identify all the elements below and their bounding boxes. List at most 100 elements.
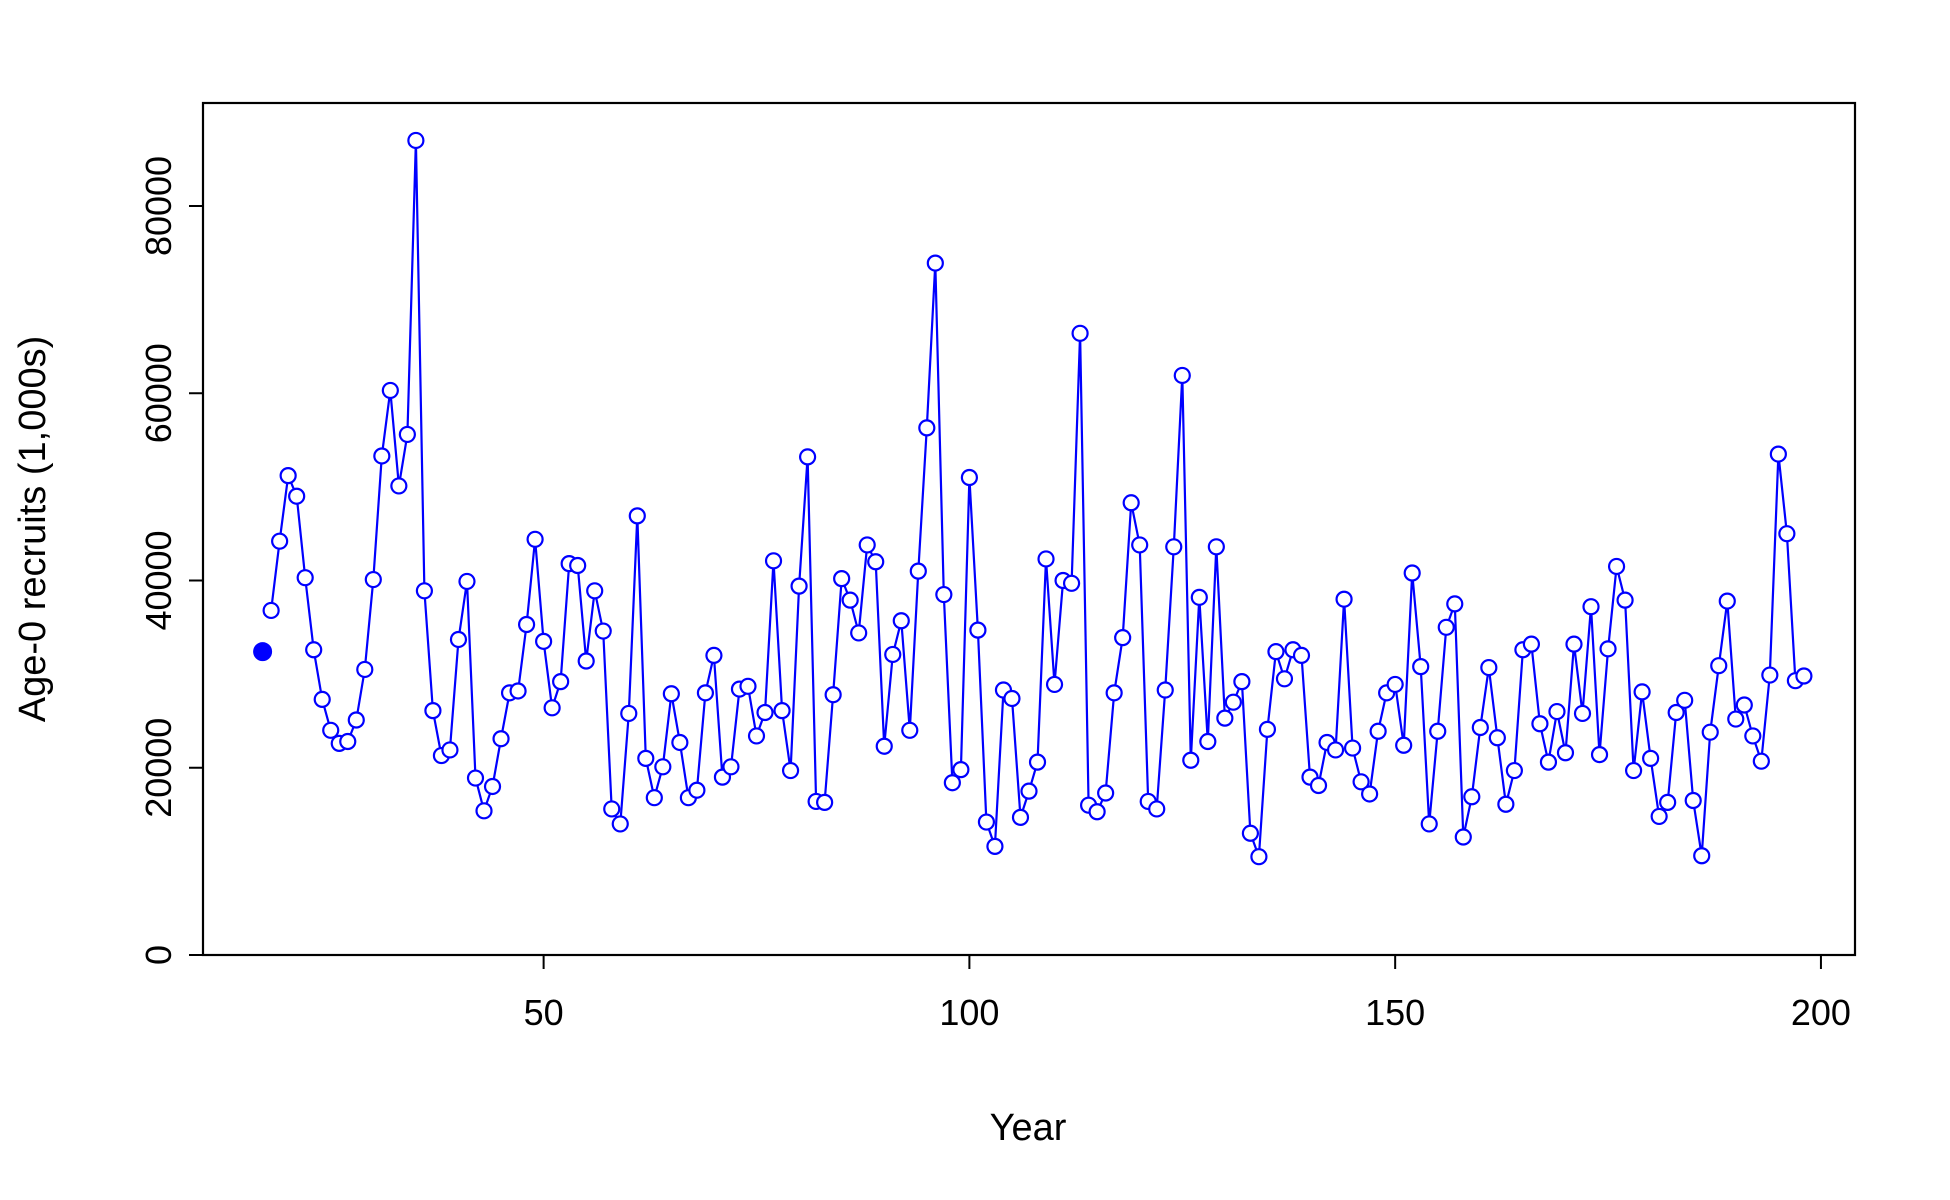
data-point bbox=[1522, 635, 1541, 653]
data-point bbox=[339, 732, 357, 751]
data-point bbox=[952, 761, 970, 779]
data-point bbox=[739, 677, 757, 695]
data-point bbox=[884, 645, 902, 664]
data-point bbox=[1216, 709, 1234, 727]
data-point bbox=[1761, 666, 1779, 684]
data-point bbox=[1165, 538, 1183, 556]
data-point bbox=[1778, 525, 1796, 543]
data-point bbox=[1071, 324, 1089, 342]
data-point bbox=[901, 721, 919, 739]
data-point bbox=[535, 632, 553, 650]
data-point bbox=[1752, 752, 1770, 770]
data-point bbox=[1114, 629, 1132, 647]
data-point bbox=[1326, 741, 1345, 759]
data-point bbox=[1267, 643, 1285, 661]
x-tick-label: 100 bbox=[939, 992, 999, 1033]
plot-frame bbox=[201, 101, 1857, 957]
data-point bbox=[347, 711, 365, 729]
data-point bbox=[764, 552, 783, 570]
data-point bbox=[781, 761, 800, 780]
data-point bbox=[1676, 691, 1694, 709]
data-point bbox=[1395, 736, 1413, 754]
y-tick-label: 60000 bbox=[138, 343, 179, 443]
data-point bbox=[773, 702, 791, 720]
data-point bbox=[390, 477, 408, 495]
data-point bbox=[926, 254, 944, 272]
data-point bbox=[373, 447, 391, 465]
data-point bbox=[1369, 722, 1387, 740]
data-point bbox=[1105, 684, 1123, 702]
data-point bbox=[1446, 595, 1464, 613]
data-point bbox=[1454, 828, 1472, 846]
data-point bbox=[296, 569, 314, 587]
data-point bbox=[798, 448, 817, 466]
data-point bbox=[1659, 793, 1677, 811]
data-point bbox=[1412, 658, 1430, 676]
data-point bbox=[816, 793, 834, 811]
data-point bbox=[1343, 739, 1362, 757]
data-point bbox=[466, 769, 485, 787]
data-point bbox=[415, 582, 434, 600]
data-point bbox=[603, 800, 621, 818]
data-point bbox=[1744, 727, 1762, 745]
data-point bbox=[1386, 675, 1404, 694]
data-point bbox=[577, 652, 595, 670]
data-point bbox=[1361, 785, 1379, 803]
data-point bbox=[1471, 718, 1489, 737]
data-point bbox=[696, 684, 715, 702]
y-tick-label: 80000 bbox=[138, 156, 179, 256]
data-point bbox=[824, 686, 842, 704]
data-point bbox=[398, 425, 416, 444]
data-point bbox=[756, 703, 774, 722]
data-point bbox=[1207, 538, 1225, 556]
data-point bbox=[1590, 746, 1609, 764]
data-point bbox=[262, 601, 280, 620]
data-point bbox=[594, 622, 612, 640]
series-layer bbox=[253, 131, 1813, 866]
data-point bbox=[1429, 722, 1447, 740]
data-point bbox=[1599, 640, 1617, 658]
data-point bbox=[850, 624, 868, 642]
data-point bbox=[1233, 673, 1251, 691]
data-point bbox=[1403, 564, 1421, 582]
data-point bbox=[637, 749, 655, 767]
data-point bbox=[935, 585, 953, 604]
data-point bbox=[492, 730, 510, 748]
data-point bbox=[1190, 588, 1208, 606]
data-point bbox=[1573, 704, 1592, 723]
data-point bbox=[1488, 729, 1506, 747]
data-point bbox=[517, 615, 536, 634]
initial-data-point bbox=[253, 642, 273, 662]
series-line bbox=[270, 140, 1805, 858]
data-point bbox=[475, 802, 493, 820]
data-point bbox=[1250, 848, 1268, 866]
data-point bbox=[620, 704, 638, 723]
data-point bbox=[1275, 670, 1294, 688]
data-point bbox=[1539, 753, 1558, 771]
data-point bbox=[875, 737, 893, 755]
y-tick-label: 20000 bbox=[138, 718, 179, 818]
data-point bbox=[1497, 795, 1515, 813]
data-point bbox=[1045, 675, 1064, 694]
data-point bbox=[1531, 715, 1549, 733]
data-point bbox=[705, 646, 723, 664]
data-point bbox=[1701, 723, 1719, 741]
data-point bbox=[305, 641, 323, 659]
data-point bbox=[645, 789, 663, 807]
data-point bbox=[1156, 681, 1174, 699]
y-tick-label: 40000 bbox=[138, 530, 179, 630]
data-point bbox=[1710, 657, 1728, 675]
x-tick-label: 50 bbox=[524, 992, 564, 1033]
data-point bbox=[1556, 744, 1575, 762]
data-point bbox=[1028, 753, 1047, 771]
y-axis-title: Age-0 recruits (1,000s) bbox=[12, 336, 54, 723]
data-point bbox=[662, 685, 680, 703]
data-point bbox=[1241, 824, 1260, 842]
data-point bbox=[381, 381, 399, 400]
data-point bbox=[1582, 598, 1600, 616]
data-point bbox=[909, 562, 927, 580]
data-point bbox=[1693, 847, 1711, 865]
data-point bbox=[1292, 646, 1311, 664]
data-point bbox=[1633, 683, 1651, 701]
data-point bbox=[356, 660, 374, 679]
